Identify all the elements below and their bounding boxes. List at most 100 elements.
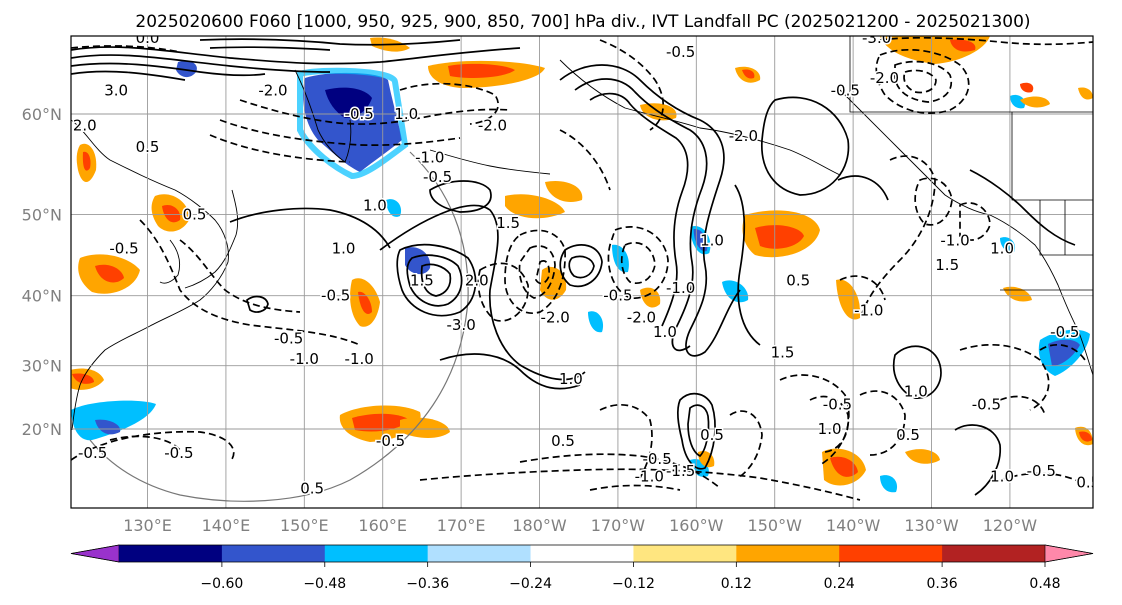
contour-labels: -1.0 0.0 3.0 2.0 0.5 -2.0 1.0 -0.5 -2.0 -0.5 1.0 0.… [71,29,1100,499]
colorbar-segment [324,545,429,562]
contour-label: -0.5 [603,287,632,305]
coast-kamchatka [294,69,352,163]
contour-label: 0.5 [700,426,724,444]
map-frame [70,35,1094,509]
contour-label: -0.5 [423,168,452,186]
contour-label: -0.5 [78,444,107,462]
contour-label: 1.0 [363,196,387,214]
colorbar-extend-low [70,544,120,563]
contour-label: -3.0 [862,29,891,47]
contour-label: 1.0 [818,420,842,438]
contour-label: -3.0 [446,316,475,334]
shade-neg-blob-15 [1000,237,1016,253]
coast-aleutian [429,149,551,175]
shade-pos-gulf-ak-core [742,69,755,79]
shade-pos-21 [1078,87,1093,100]
contour-label: 1.0 [559,370,583,388]
contour-label: -0.5 [972,395,1001,413]
contour-label: 0.5 [1076,474,1100,492]
contour-label: -2.0 [478,116,507,134]
shade-pos-15-core [830,456,858,477]
shade-pos-13 [400,417,450,438]
colorbar-segment [427,545,532,562]
colorbar-tick-label: −0.60 [200,576,243,592]
colorbar-outline [70,544,1094,563]
shade-pos-ne-box-core [950,39,976,52]
contour-label: 1.0 [332,240,356,258]
contour-label: 1.0 [653,323,677,341]
coast-alaska [559,59,841,176]
contour-label: -1.5 [666,462,695,480]
shade-neg-blob-6 [588,311,604,333]
lat-tick-label: 20°N [22,420,62,439]
shade-neg-blob-9 [95,419,121,435]
shade-pos-2 [545,180,583,202]
map-title: 2025020600 F060 [1000, 950, 925, 900, 85… [135,12,1030,32]
shade-pos-5-core [162,204,181,223]
contour-label: -1.0 [940,231,969,249]
contour-label: 1.5 [496,214,520,232]
contour-label: -0.5 [164,444,193,462]
colorbar-tick-label: −0.48 [303,576,346,592]
colorbar: −0.60 −0.48 −0.36 −0.24 −0.12 0.12 0.24 0.36 0.4… [70,544,1094,592]
lon-tick-label: 150°W [748,516,803,535]
lon-tick-label: 140°W [826,516,881,535]
lat-tick-label: 30°N [22,357,62,376]
contour-label: -0.5 [274,330,303,348]
contour-label: 0.0 [136,29,160,47]
contour-label: 1.5 [935,256,959,274]
contour-label: -1.0 [635,468,664,486]
contour-label: -0.5 [109,240,138,258]
colorbar-segment [633,545,737,562]
lon-tick-label: 160°W [669,516,724,535]
contour-label: 1.0 [394,105,418,123]
contour-label: 1.0 [700,231,724,249]
lon-tick-label: 140°E [202,516,251,535]
contour-label: 1.0 [990,240,1014,258]
map-area: -1.0 0.0 3.0 2.0 0.5 -2.0 1.0 -0.5 -2.0 -0.5 1.0 0.… [71,29,1100,508]
contour-label: -0.5 [823,395,852,413]
contour-label: 3.0 [104,81,128,99]
contour-label: 0.5 [786,272,810,290]
contour-label: 1.0 [904,383,928,401]
colorbar-tick-label: 0.48 [1029,576,1060,592]
shade-pos-9 [540,266,567,300]
coast-japan [184,189,239,289]
contour-label: -2.0 [870,69,899,87]
lat-tick-label: 60°N [22,105,62,124]
colorbar-segment [839,545,943,562]
contour-label: 2.0 [73,116,97,134]
colorbar-extend-high [1044,544,1094,563]
contour-label: -0.5 [831,81,860,99]
contour-label: -2.0 [541,309,570,327]
shade-pos-8-core [358,291,372,314]
contours-negative [71,36,1093,501]
contour-label: -0.5 [1027,462,1056,480]
lon-tick-label: 150°E [280,516,329,535]
contour-label: -0.5 [345,105,374,123]
lon-tick-label: 170°W [591,516,646,535]
shade-pos-20 [1020,96,1050,108]
graticule [71,36,1093,508]
shade-neg-blob-2 [405,247,431,275]
shade-pos-19-core [1079,431,1092,442]
contour-label: 1.5 [410,272,434,290]
lon-tick-label: 180°W [512,516,567,535]
shade-pos-3 [505,194,565,219]
shade-pos-aleutian-core [448,63,515,78]
contour-label: -2.0 [729,127,758,145]
colorbar-tick-label: 0.24 [824,576,855,592]
shade-pos-11 [836,279,861,320]
contour-label: -1.0 [290,350,319,368]
shade-neg-blob-3 [612,244,629,273]
contour-label: 2.0 [465,272,489,290]
shade-pos-7-core [95,264,124,283]
shade-neg-blob-11 [1048,339,1080,366]
longitude-labels: 130°E 140°E 150°E 160°E 170°E 180°W 170°W 160°W… [123,516,1037,535]
contour-label: -0.5 [666,43,695,61]
boundary-states [1039,200,1093,256]
colorbar-segment [221,545,326,562]
shade-pos-6-core [82,151,91,171]
